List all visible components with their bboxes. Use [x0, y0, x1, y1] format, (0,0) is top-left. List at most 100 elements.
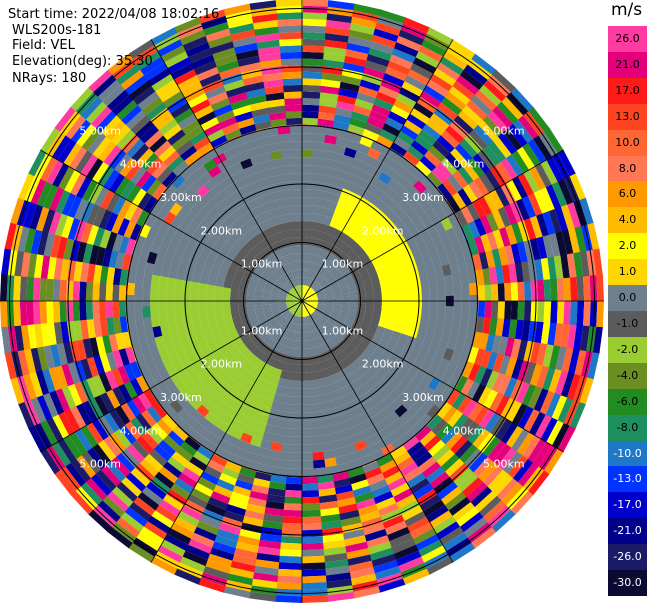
noise-gate [280, 536, 302, 544]
core-gate [246, 239, 256, 250]
noise-gate [324, 565, 350, 576]
core-gate [313, 354, 320, 364]
noise-gate [75, 402, 92, 426]
core-gate [235, 216, 246, 228]
core-gate [311, 271, 318, 280]
noise-gate [592, 326, 603, 355]
noise-gate [114, 153, 132, 174]
noise-gate [137, 191, 153, 210]
core-gate [440, 371, 453, 386]
core-gate [350, 184, 363, 196]
core-gate [219, 140, 235, 153]
colorbar-tick-label: 6.0 [618, 187, 637, 201]
noise-gate [579, 377, 594, 406]
noise-gate [352, 104, 372, 117]
core-gate [341, 154, 355, 166]
core-gate [234, 420, 247, 433]
core-gate [438, 335, 450, 349]
noise-gate [207, 553, 233, 568]
core-gate [250, 276, 259, 283]
core-gate [285, 254, 292, 264]
core-gate [285, 181, 295, 191]
core-gate [246, 305, 255, 311]
core-gate [251, 321, 261, 329]
core-gate [302, 293, 304, 301]
core-gate [312, 312, 319, 320]
core-gate [311, 322, 317, 331]
noise-gate [510, 301, 519, 321]
noise-gate [449, 120, 470, 140]
noise-gate [484, 412, 501, 434]
noise-gate [342, 529, 365, 540]
core-gate [330, 337, 338, 347]
noise-gate [546, 156, 565, 183]
core-gate [318, 336, 325, 345]
noise-gate [57, 411, 75, 436]
core-gate [344, 236, 354, 246]
noise-gate [385, 66, 408, 82]
noise-gate [188, 47, 213, 64]
core-gate [414, 369, 427, 382]
core-gate [461, 306, 470, 320]
core-gate [309, 411, 319, 421]
core-gate [271, 433, 284, 444]
core-gate [355, 260, 365, 270]
core-gate [207, 423, 222, 437]
noise-gate [146, 405, 162, 423]
noise-gate [286, 117, 303, 126]
core-gate [290, 306, 297, 313]
noise-gate [375, 496, 397, 511]
noise-gate [69, 146, 88, 170]
noise-gate [560, 323, 570, 349]
core-gate [313, 310, 321, 318]
noise-gate [186, 493, 208, 509]
noise-gate [43, 183, 59, 209]
core-gate [429, 305, 438, 316]
range-ring-label: 3.00km [160, 191, 202, 204]
core-gate [322, 199, 331, 209]
core-gate [328, 168, 340, 179]
core-gate [266, 314, 275, 321]
core-gate [295, 308, 300, 316]
core-gate [175, 269, 186, 281]
core-gate [341, 302, 350, 307]
noise-gate [203, 122, 223, 137]
core-gate [272, 322, 280, 330]
noise-gate [135, 170, 152, 189]
core-gate [329, 374, 338, 384]
core-gate [225, 340, 236, 351]
core-gate [348, 425, 361, 437]
core-gate [138, 223, 152, 239]
core-gate [285, 221, 293, 231]
core-gate [230, 135, 245, 148]
noise-gate [283, 91, 303, 99]
core-gate [207, 196, 220, 209]
noise-gate [433, 107, 455, 126]
core-gate [262, 291, 271, 296]
noise-gate [115, 481, 138, 502]
noise-gate [372, 560, 399, 574]
noise-gate [210, 97, 231, 111]
noise-gate [151, 401, 167, 419]
noise-gate [98, 372, 112, 393]
core-gate [279, 318, 287, 326]
core-gate [321, 368, 330, 378]
noise-gate [497, 374, 512, 396]
core-gate [304, 316, 307, 325]
noise-gate [361, 461, 380, 474]
core-gate [302, 157, 313, 166]
noise-gate [474, 89, 498, 112]
noise-gate [492, 106, 514, 129]
core-gate [288, 339, 294, 348]
noise-gate [530, 238, 541, 261]
core-gate [310, 363, 317, 373]
noise-gate [255, 33, 280, 43]
core-gate [317, 302, 326, 306]
colorbar-segment [608, 466, 647, 493]
colorbar-segment [608, 440, 647, 467]
core-gate [270, 306, 280, 311]
core-gate [328, 278, 337, 286]
core-gate [334, 388, 345, 399]
core-gate [283, 284, 291, 292]
noise-gate [377, 578, 406, 593]
